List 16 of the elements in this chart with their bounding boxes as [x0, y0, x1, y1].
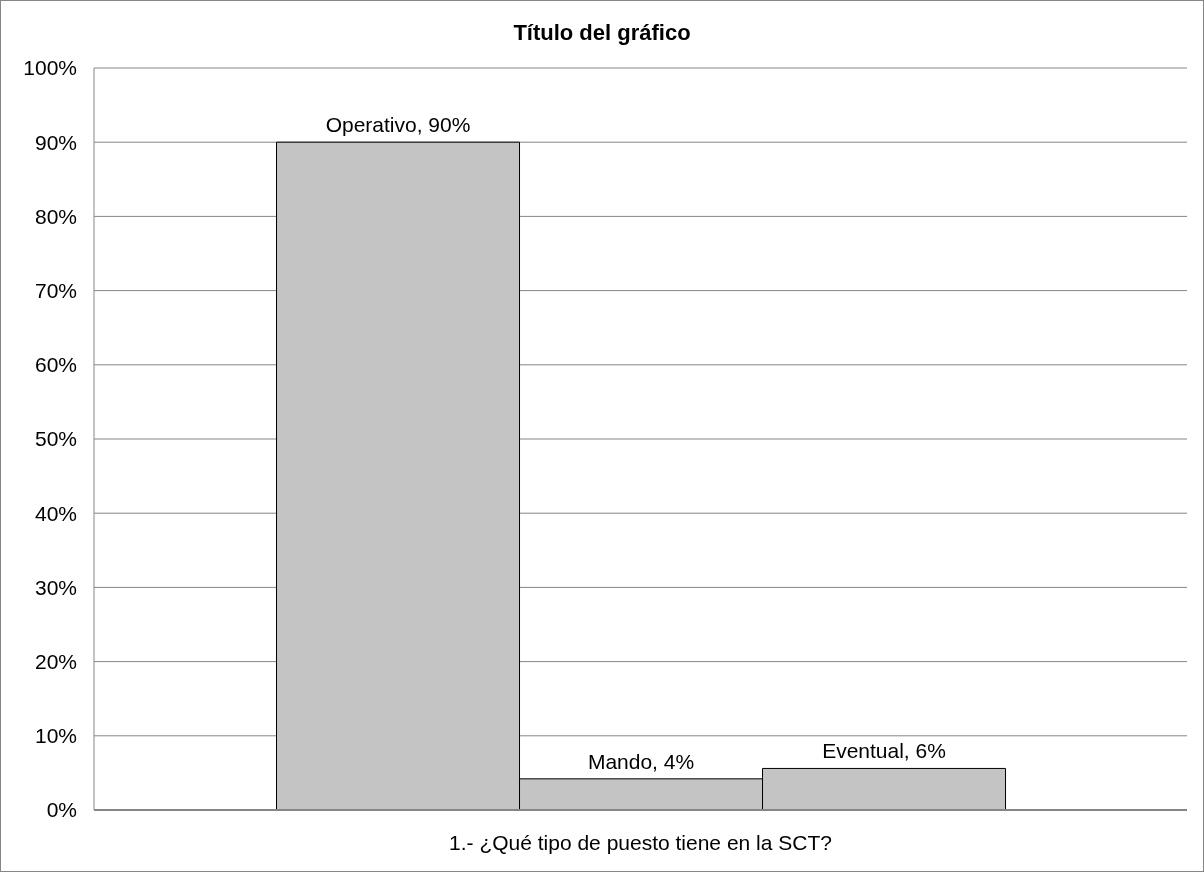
y-tick-label: 90%	[34, 130, 77, 154]
y-tick-label: 10%	[34, 724, 77, 748]
y-tick-label: 80%	[34, 204, 77, 228]
data-label: Eventual, 6%	[822, 739, 946, 763]
y-tick-label: 20%	[34, 650, 77, 674]
data-label: Mando, 4%	[587, 749, 695, 773]
y-tick-label: 40%	[34, 501, 77, 525]
y-tick-label: 100%	[23, 56, 77, 80]
data-label: Operativo, 90%	[325, 113, 471, 137]
y-tick-label: 0%	[46, 798, 77, 822]
y-tick-label: 60%	[34, 353, 77, 377]
chart-title: Título del gráfico	[512, 20, 692, 46]
y-tick-label: 50%	[34, 427, 77, 451]
x-tick-label: 1.- ¿Qué tipo de puesto tiene en la SCT?	[449, 830, 832, 854]
y-tick-label: 70%	[34, 279, 77, 303]
y-tick-label: 30%	[34, 575, 77, 599]
